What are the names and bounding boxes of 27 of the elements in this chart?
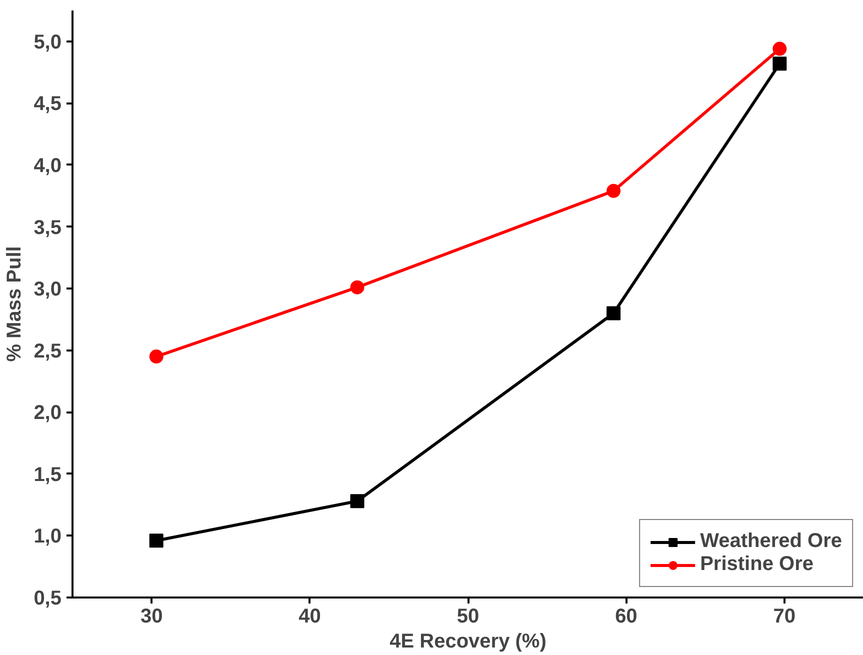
x-tick-label: 70: [773, 606, 796, 628]
point: [149, 534, 164, 548]
x-axis-title: 4E Recovery (%): [390, 630, 546, 652]
y-axis-title: % Mass Pull: [4, 246, 26, 362]
legend-label: Weathered Ore: [700, 530, 842, 553]
y-tick-label: 4,5: [34, 93, 62, 116]
y-tick-label: 1,0: [34, 526, 62, 548]
point: [772, 42, 787, 56]
y-tick-label: 2,0: [34, 402, 62, 424]
y-tick-label: 3,5: [34, 216, 62, 239]
y-tick-label: 1,5: [34, 464, 62, 486]
x-tick-label: 40: [298, 606, 321, 628]
point: [350, 494, 364, 508]
y-tick-label: 2,5: [34, 340, 62, 362]
x-tick-label: 30: [140, 606, 163, 628]
x-tick-label: 60: [615, 606, 638, 628]
point: [772, 56, 787, 71]
legend-label: Pristine Ore: [700, 553, 814, 576]
y-tick-label: 4,0: [34, 154, 62, 177]
point: [606, 306, 621, 320]
x-tick-label: 50: [456, 606, 480, 628]
y-tick-label: 3,0: [34, 278, 62, 301]
point: [606, 184, 621, 198]
y-tick-label: 5,0: [34, 31, 62, 54]
y-tick-label: 0,5: [34, 588, 62, 610]
point: [350, 280, 364, 294]
point: [149, 350, 164, 364]
